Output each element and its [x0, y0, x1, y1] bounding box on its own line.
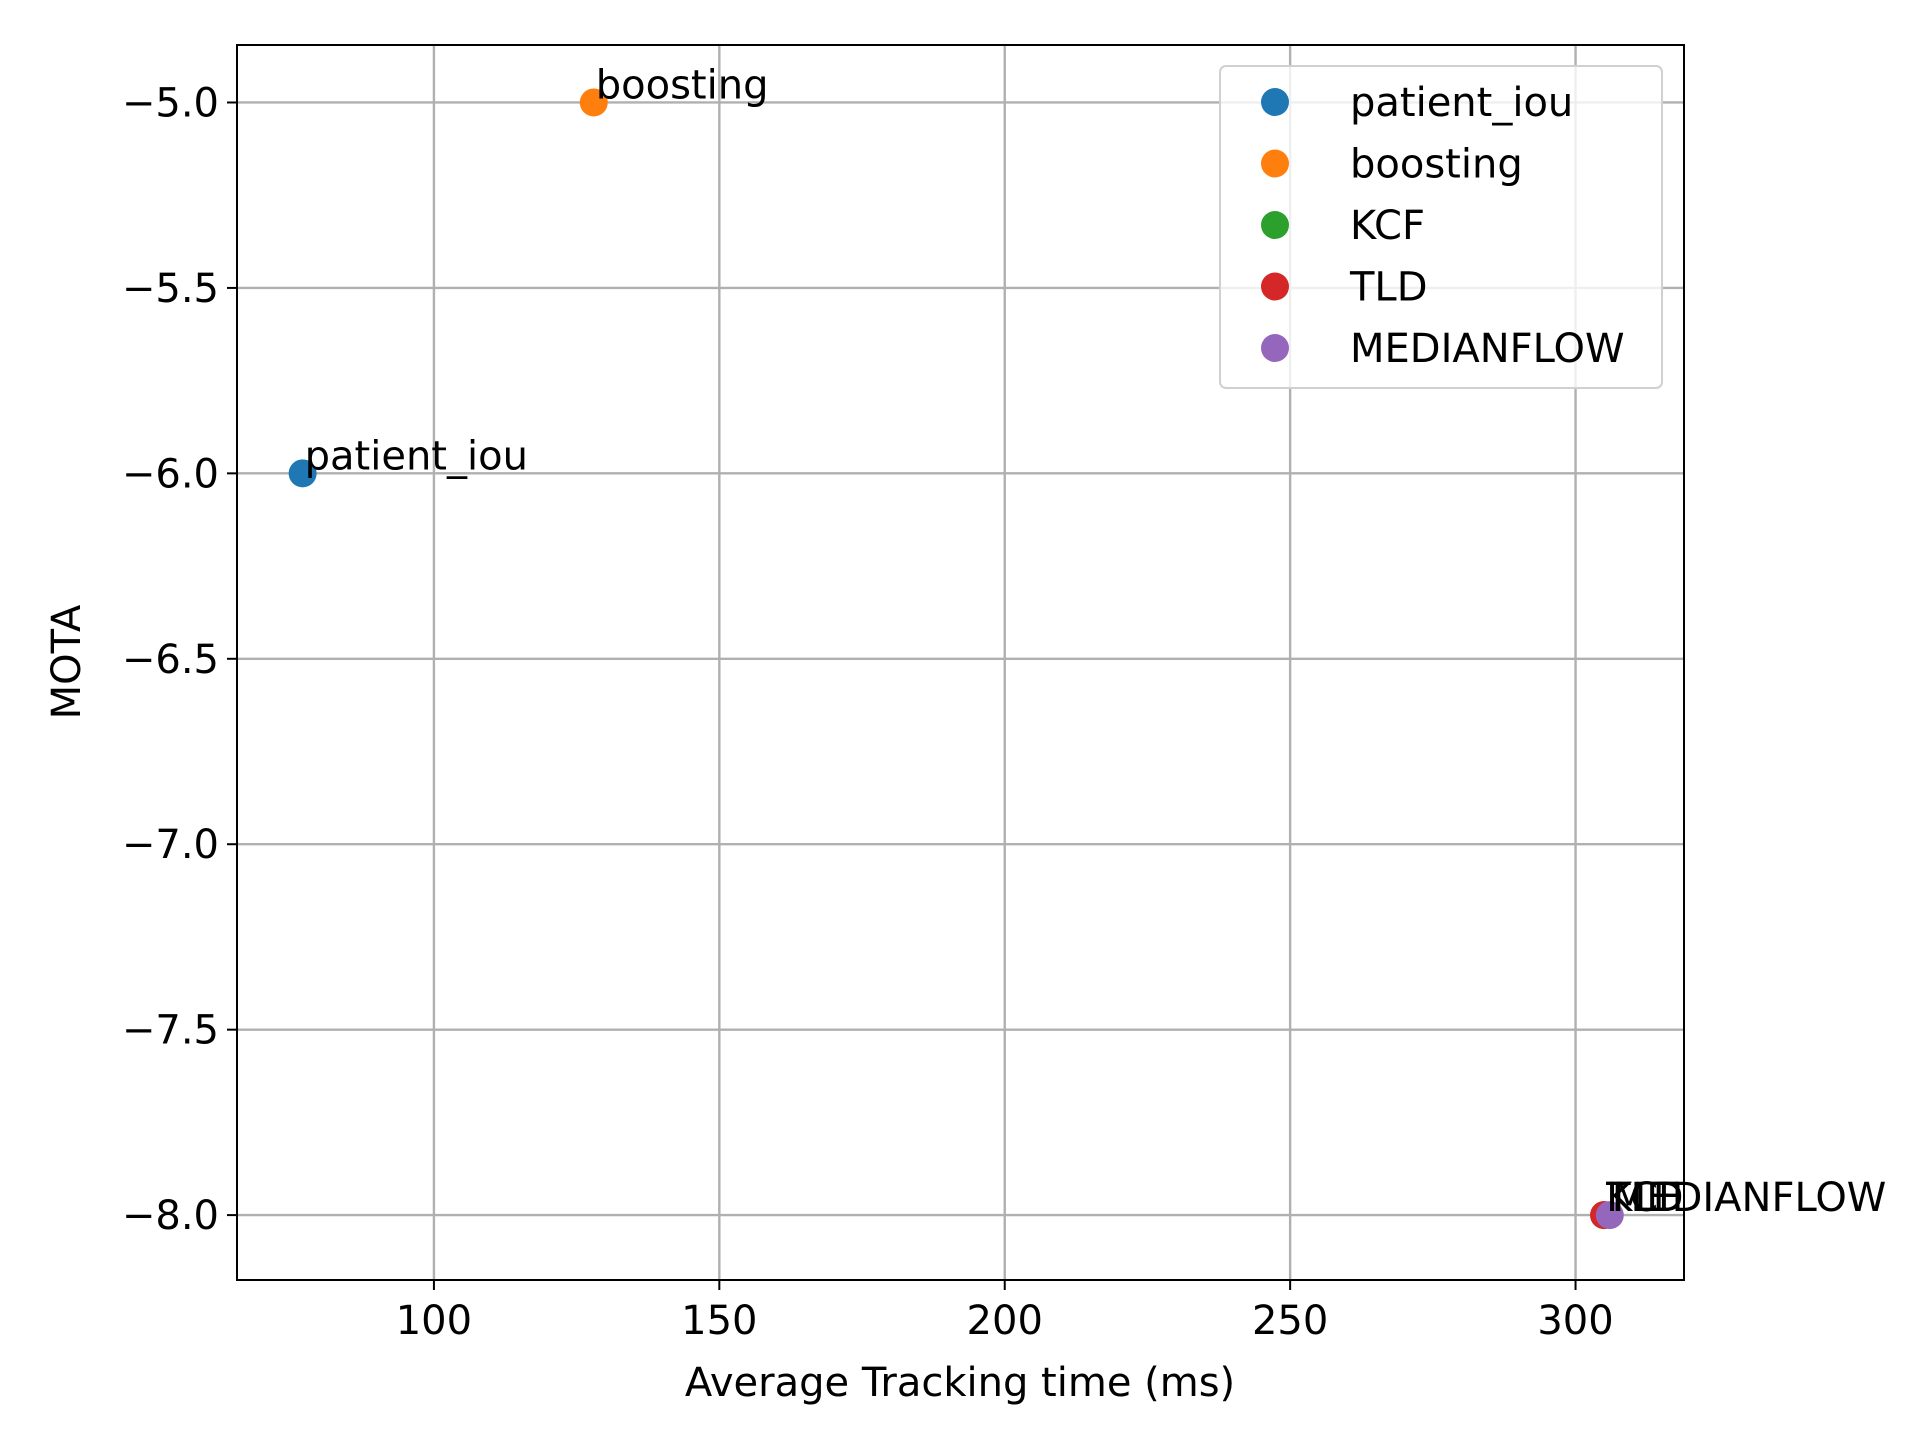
- point-label-kcf: KCF: [1606, 1175, 1681, 1221]
- point-label-boosting: boosting: [596, 62, 769, 108]
- y-tick-label: −7.5: [122, 1008, 219, 1054]
- y-axis-label: MOTA: [44, 604, 90, 719]
- legend-marker-boosting: [1261, 149, 1289, 178]
- legend-marker-tld: [1261, 272, 1289, 301]
- y-tick-label: −7.0: [122, 822, 219, 868]
- legend-label-kcf: KCF: [1350, 203, 1425, 249]
- plot-frame: [236, 44, 1685, 1281]
- point-label-medianflow: MEDIANFLOW: [1612, 1175, 1887, 1221]
- x-tick-label: 300: [1537, 1298, 1613, 1344]
- legend-label-boosting: boosting: [1350, 142, 1523, 188]
- legend-label-tld: TLD: [1349, 265, 1428, 311]
- y-tick-label: −5.5: [122, 266, 219, 312]
- y-tick-label: −5.0: [122, 80, 219, 126]
- x-tick-label: 100: [396, 1298, 472, 1344]
- y-tick-label: −6.0: [122, 451, 219, 497]
- legend: patient_iou boosting KCF TLD MEDIANFLOW: [1219, 65, 1663, 389]
- y-tick-label: −8.0: [122, 1193, 219, 1239]
- point-label-tld: TLD: [1605, 1175, 1684, 1221]
- y-tick-label: −6.5: [122, 637, 219, 683]
- legend-marker-kcf: [1261, 211, 1289, 239]
- x-axis-label: Average Tracking time (ms): [685, 1360, 1235, 1406]
- legend-marker-medianflow: [1261, 334, 1289, 362]
- data-point-boosting: [579, 88, 608, 117]
- legend-label-medianflow: MEDIANFLOW: [1350, 326, 1625, 372]
- legend-frame: [1219, 65, 1663, 389]
- axis-ticks: 100 150 200 250 300 −5.0 −5.5 −6.0 −6.5 −7.0 −7.5 −…: [122, 80, 1614, 1344]
- data-point-medianflow: [1595, 1201, 1624, 1230]
- x-tick-label: 150: [681, 1298, 757, 1344]
- data-point-patient-iou: [288, 459, 317, 488]
- legend-label-patient-iou: patient_iou: [1350, 80, 1573, 126]
- point-label-patient-iou: patient_iou: [305, 433, 528, 479]
- legend-marker-patient-iou: [1261, 88, 1289, 116]
- x-tick-label: 200: [967, 1298, 1043, 1344]
- data-points: [288, 88, 1624, 1230]
- x-tick-label: 250: [1252, 1298, 1328, 1344]
